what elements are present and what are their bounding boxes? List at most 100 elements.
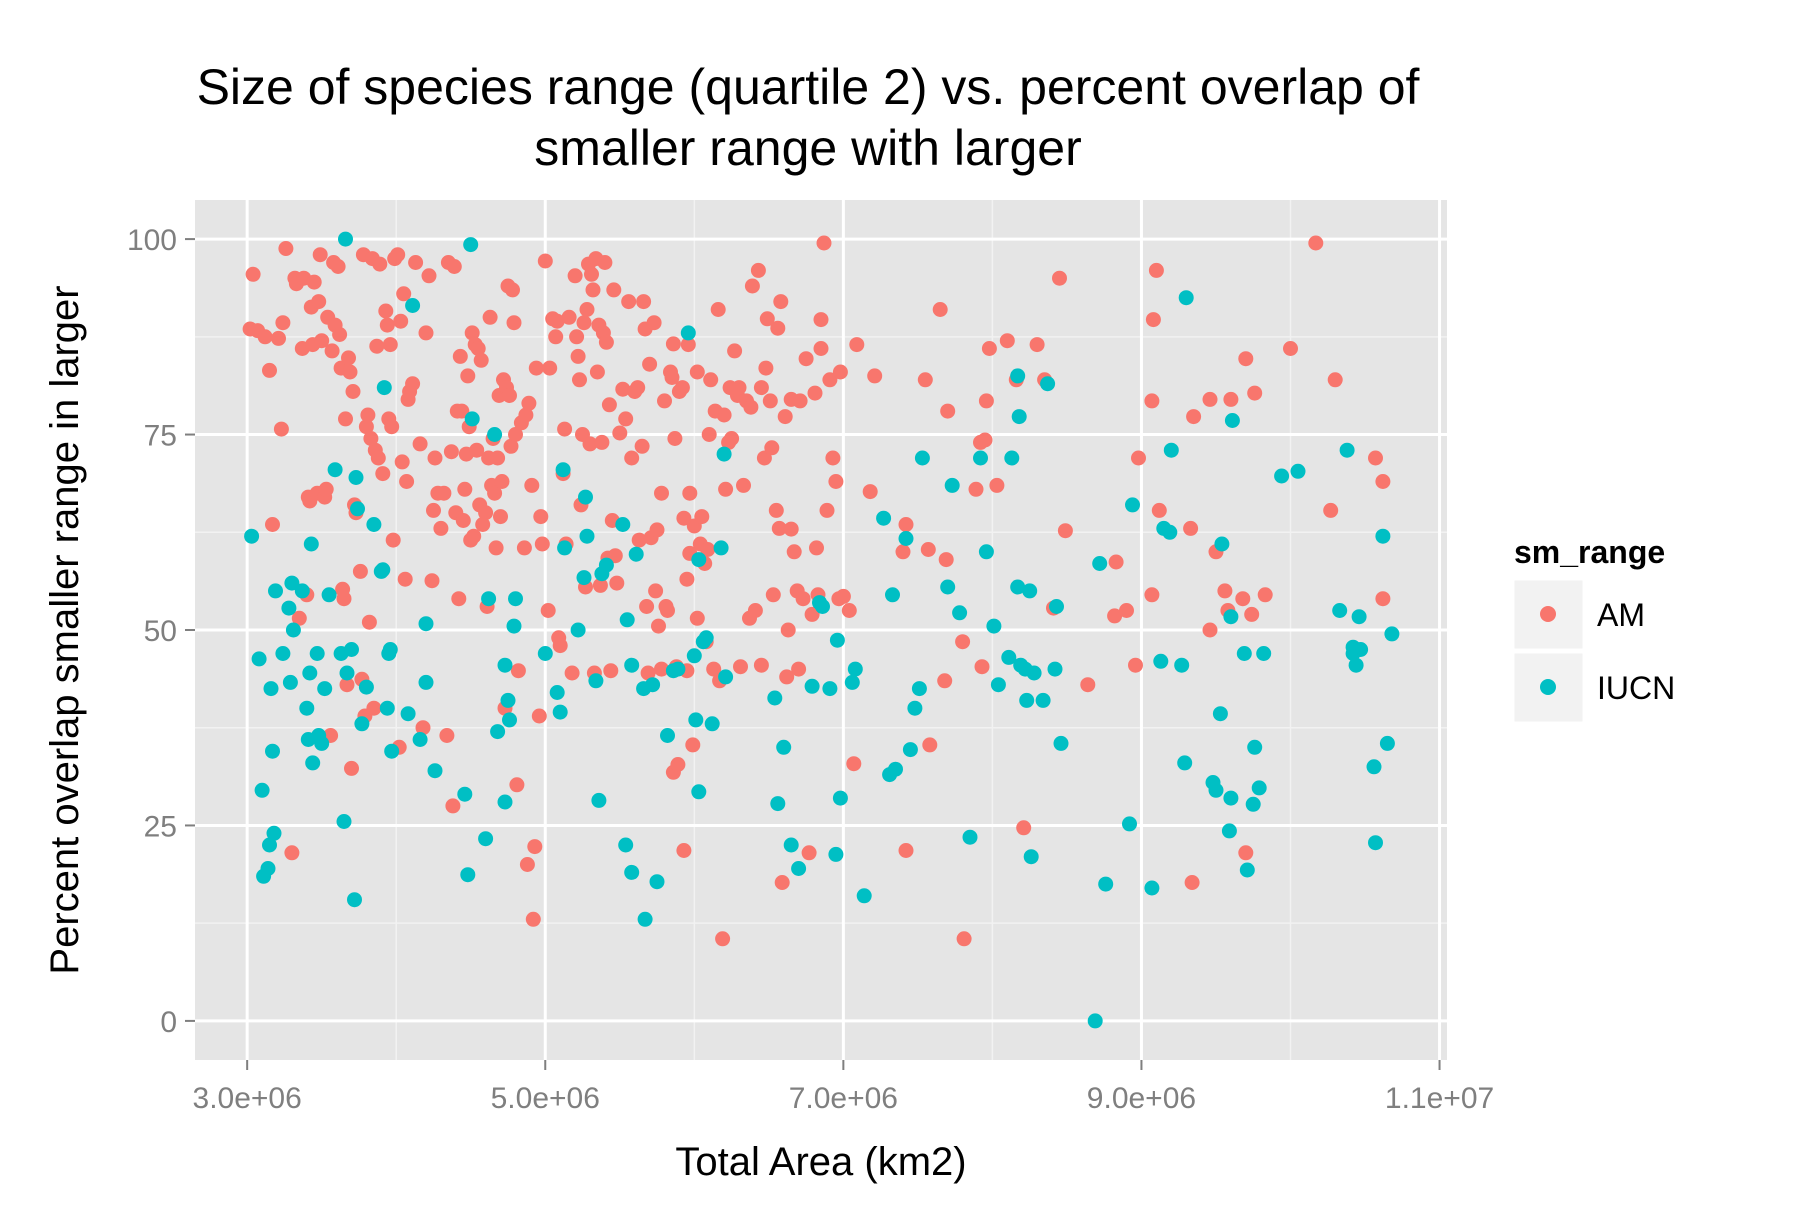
point-am bbox=[764, 440, 780, 456]
point-am bbox=[813, 312, 829, 328]
legend-marker-iucn bbox=[1540, 679, 1556, 695]
point-iucn bbox=[1047, 661, 1063, 677]
point-am bbox=[584, 266, 599, 282]
point-iucn bbox=[591, 792, 607, 808]
point-am bbox=[765, 587, 781, 603]
point-iucn bbox=[303, 536, 319, 552]
point-iucn bbox=[314, 735, 330, 751]
point-iucn bbox=[339, 665, 355, 681]
point-am bbox=[973, 434, 988, 450]
point-am bbox=[592, 577, 608, 593]
point-iucn bbox=[1375, 528, 1391, 544]
point-iucn bbox=[888, 761, 903, 777]
point-am bbox=[1308, 235, 1324, 251]
point-am bbox=[680, 337, 696, 353]
point-am bbox=[509, 777, 525, 793]
point-am bbox=[665, 336, 681, 352]
point-iucn bbox=[405, 298, 421, 313]
point-am bbox=[642, 356, 658, 372]
point-am bbox=[1107, 608, 1123, 624]
point-am bbox=[439, 728, 455, 743]
point-iucn bbox=[645, 677, 661, 693]
point-am bbox=[689, 610, 705, 626]
point-am bbox=[502, 388, 517, 403]
point-iucn bbox=[1368, 835, 1383, 851]
point-am bbox=[582, 436, 598, 452]
point-iucn bbox=[481, 591, 497, 607]
point-am bbox=[1238, 351, 1254, 367]
point-am bbox=[344, 760, 359, 776]
point-iucn bbox=[1011, 409, 1027, 425]
point-iucn bbox=[1379, 735, 1395, 751]
point-iucn bbox=[1087, 1013, 1103, 1029]
point-am bbox=[768, 502, 784, 518]
point-iucn bbox=[1026, 665, 1042, 681]
point-am bbox=[938, 552, 954, 568]
point-am bbox=[598, 334, 614, 350]
point-iucn bbox=[598, 557, 614, 573]
point-iucn bbox=[822, 681, 838, 697]
point-am bbox=[654, 661, 669, 677]
point-am bbox=[640, 665, 656, 681]
point-iucn bbox=[783, 837, 799, 853]
point-am bbox=[534, 536, 550, 552]
point-am bbox=[358, 419, 374, 435]
point-am bbox=[813, 341, 829, 356]
point-am bbox=[1029, 337, 1045, 353]
point-iucn bbox=[578, 489, 593, 505]
point-iucn bbox=[1177, 755, 1193, 771]
point-iucn bbox=[680, 325, 696, 341]
point-iucn bbox=[688, 712, 704, 728]
point-iucn bbox=[649, 874, 665, 890]
point-am bbox=[597, 255, 613, 270]
point-am bbox=[832, 364, 848, 380]
point-am bbox=[1283, 341, 1298, 356]
point-iucn bbox=[285, 622, 301, 638]
point-iucn bbox=[1221, 823, 1237, 839]
point-iucn bbox=[1049, 599, 1064, 614]
point-am bbox=[791, 661, 807, 677]
point-am bbox=[828, 474, 844, 489]
point-am bbox=[786, 544, 802, 560]
point-am bbox=[774, 875, 790, 890]
point-am bbox=[594, 434, 610, 450]
point-iucn bbox=[1122, 816, 1137, 832]
point-iucn bbox=[973, 450, 988, 466]
point-am bbox=[245, 266, 261, 282]
point-am bbox=[451, 591, 467, 607]
point-am bbox=[418, 325, 434, 341]
point-am bbox=[257, 329, 273, 345]
point-am bbox=[466, 528, 482, 544]
point-iucn bbox=[815, 599, 830, 614]
point-am bbox=[521, 395, 537, 411]
point-iucn bbox=[1290, 463, 1306, 479]
point-am bbox=[457, 481, 473, 497]
point-am bbox=[634, 438, 650, 454]
point-iucn bbox=[986, 618, 1002, 634]
point-am bbox=[385, 532, 401, 548]
point-am bbox=[989, 477, 1005, 493]
point-am bbox=[807, 385, 823, 401]
point-iucn bbox=[691, 784, 707, 800]
point-am bbox=[452, 348, 468, 364]
point-iucn bbox=[1256, 646, 1272, 661]
point-am bbox=[488, 540, 504, 556]
point-iucn bbox=[1224, 413, 1240, 428]
point-am bbox=[679, 571, 695, 587]
point-iucn bbox=[244, 528, 260, 544]
y-axis-title: Percent overlap smaller range in larger bbox=[43, 285, 87, 974]
point-am bbox=[345, 384, 361, 399]
point-iucn bbox=[379, 700, 395, 716]
point-am bbox=[646, 315, 662, 331]
point-am bbox=[727, 381, 743, 397]
point-am bbox=[999, 333, 1015, 349]
point-am bbox=[569, 329, 585, 345]
point-iucn bbox=[588, 673, 604, 689]
point-am bbox=[338, 411, 353, 427]
point-iucn bbox=[537, 646, 553, 661]
point-iucn bbox=[336, 814, 352, 829]
point-iucn bbox=[1274, 468, 1290, 484]
point-am bbox=[564, 665, 580, 681]
